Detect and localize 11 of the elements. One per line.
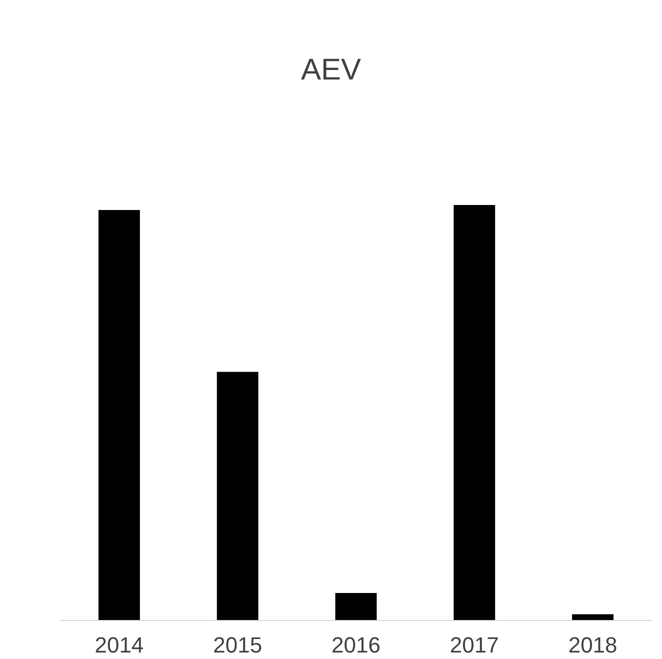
bar bbox=[335, 593, 377, 620]
x-tick-label: 2017 bbox=[450, 632, 499, 658]
bar bbox=[454, 205, 496, 620]
x-tick-label: 2016 bbox=[332, 632, 380, 658]
x-tick-label: 2014 bbox=[94, 632, 144, 658]
x-tick-label: 2015 bbox=[213, 632, 262, 658]
bar bbox=[98, 210, 140, 620]
chart-title: AEV bbox=[300, 54, 362, 86]
x-tick-label: 2018 bbox=[568, 632, 618, 658]
bar bbox=[216, 372, 258, 620]
bar bbox=[572, 614, 614, 620]
